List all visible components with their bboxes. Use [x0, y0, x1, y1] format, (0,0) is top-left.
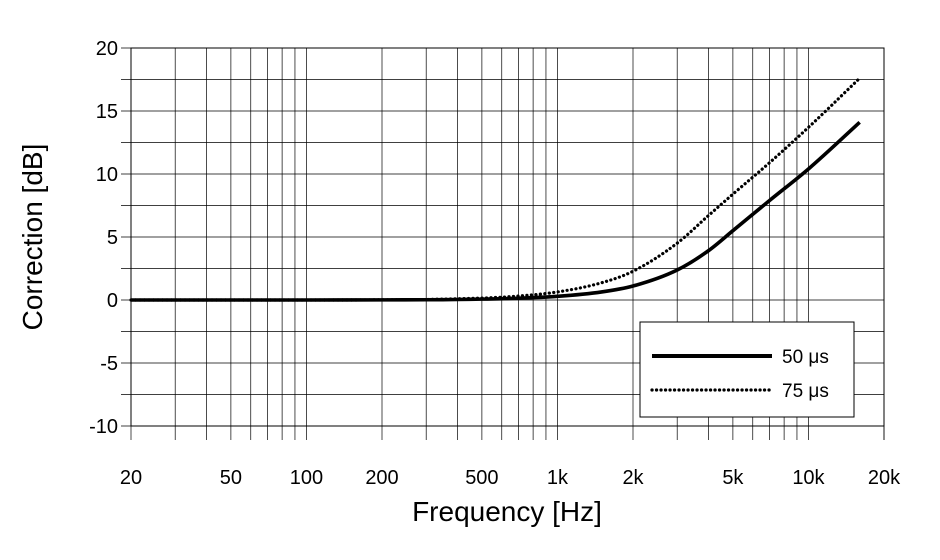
- y-tick-label: 5: [107, 227, 118, 249]
- y-tick-label: 15: [96, 101, 118, 123]
- legend: 50 μs 75 μs: [639, 321, 855, 418]
- y-tick-label: 20: [96, 38, 118, 60]
- x-tick-label: 100: [290, 467, 323, 489]
- x-tick-label: 500: [465, 467, 498, 489]
- y-tick-label: 0: [107, 290, 118, 312]
- x-tick-label: 20: [120, 467, 142, 489]
- x-tick-label: 10k: [792, 467, 825, 489]
- legend-box: [639, 321, 855, 418]
- x-tick-label: 1k: [547, 467, 569, 489]
- x-tick-label: 2k: [622, 467, 644, 489]
- y-axis-title: Correction [dB]: [17, 144, 48, 331]
- x-tick-label: 5k: [722, 467, 744, 489]
- series-line-75us: [129, 76, 862, 302]
- y-tick-label: 10: [96, 164, 118, 186]
- plot-frame: [130, 47, 885, 427]
- legend-label-75us: 75 μs: [782, 381, 829, 402]
- series-line-50us: [130, 121, 861, 302]
- legend-label-50us: 50 μs: [782, 347, 829, 368]
- series-layer: [129, 76, 862, 302]
- y-tick-label: -10: [89, 416, 118, 438]
- x-axis-title: Frequency [Hz]: [412, 496, 602, 527]
- x-tick-label: 200: [365, 467, 398, 489]
- x-tick-label: 50: [220, 467, 242, 489]
- y-tick-label: -5: [100, 353, 118, 375]
- x-tick-label: 20k: [868, 467, 901, 489]
